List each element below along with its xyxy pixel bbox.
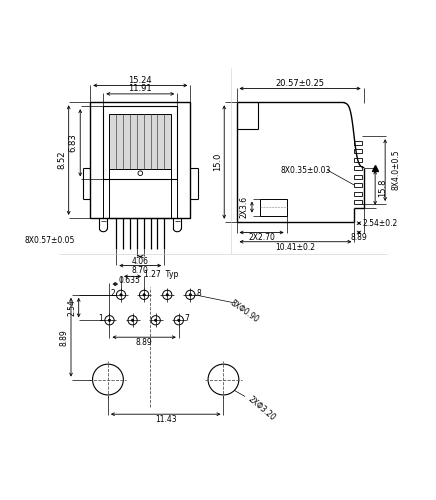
Bar [109,114,171,170]
Circle shape [143,294,145,296]
Bar [354,150,362,153]
Text: 8.89: 8.89 [136,338,153,347]
Text: 4.06: 4.06 [132,257,149,266]
Bar [354,200,362,204]
Text: 8X0.35±0.03: 8X0.35±0.03 [281,166,331,174]
Text: 1: 1 [99,314,103,323]
Text: 8.89: 8.89 [60,329,68,345]
Text: 2XΦ3.20: 2XΦ3.20 [246,395,277,423]
Text: 8.89: 8.89 [351,234,368,242]
Text: 2: 2 [110,289,115,298]
Circle shape [108,319,111,322]
Bar [260,198,286,216]
Text: 8.52: 8.52 [57,151,66,170]
Bar [354,158,362,162]
Bar [354,174,362,178]
Circle shape [131,319,134,322]
Text: 8X0.57±0.05: 8X0.57±0.05 [24,236,75,246]
Bar [354,192,362,196]
Circle shape [177,319,180,322]
Text: 2.54±0.2: 2.54±0.2 [363,218,398,228]
Text: 2.54: 2.54 [67,299,76,316]
Bar [354,141,362,144]
Text: 11.43: 11.43 [155,415,177,424]
Text: 8: 8 [197,289,201,298]
Text: 20.57±0.25: 20.57±0.25 [276,78,324,88]
Circle shape [120,294,122,296]
Text: 2X2.70: 2X2.70 [248,234,275,242]
Text: 11.91: 11.91 [129,84,152,93]
Text: 15.24: 15.24 [129,76,152,84]
Bar [354,166,362,170]
Text: 7: 7 [185,314,190,323]
Text: 6.83: 6.83 [69,134,78,152]
Text: 8.70: 8.70 [132,266,149,276]
Text: 10.41±0.2: 10.41±0.2 [276,242,315,252]
Text: 2X3.6: 2X3.6 [240,196,249,218]
Circle shape [166,294,168,296]
Circle shape [154,319,157,322]
Bar [354,183,362,187]
Text: 8XΦ0.90: 8XΦ0.90 [228,298,260,325]
Circle shape [189,294,191,296]
Circle shape [138,171,143,175]
Text: 0.635: 0.635 [118,276,140,284]
Text: 15.0: 15.0 [213,153,222,171]
Text: 15.8: 15.8 [378,178,387,197]
Text: 8X4.0±0.5: 8X4.0±0.5 [392,150,400,190]
Bar [90,102,191,218]
Text: 1.27  Typ: 1.27 Typ [144,270,178,278]
Bar [103,106,177,180]
